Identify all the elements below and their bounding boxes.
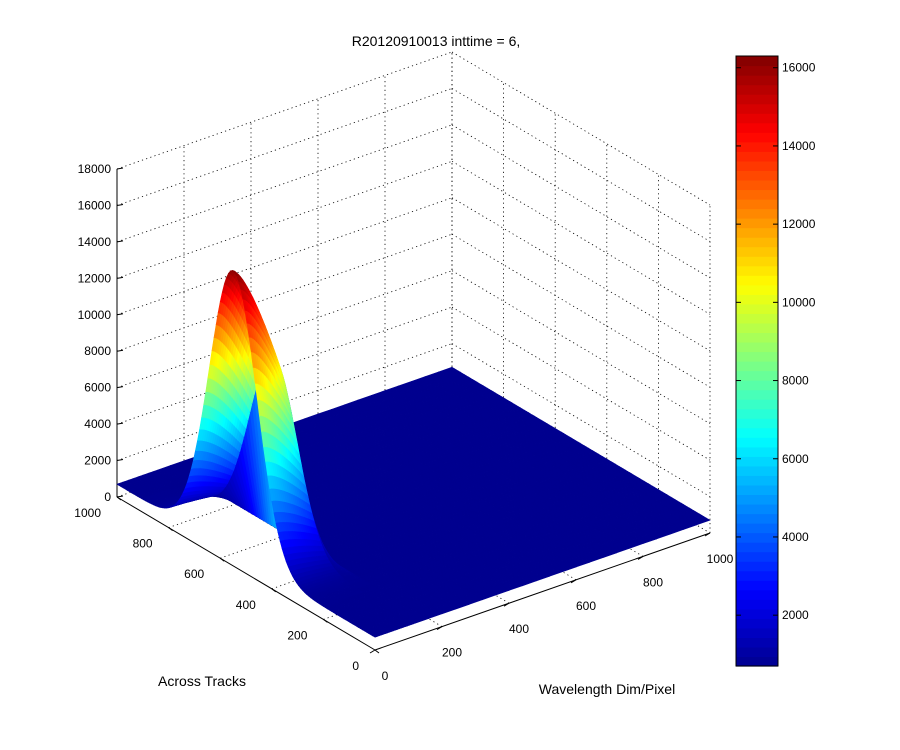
x-axis-line [374, 532, 711, 651]
grid-line [116, 343, 453, 461]
grid-line [451, 343, 711, 497]
grid-line [116, 306, 453, 425]
grid-line [116, 88, 453, 206]
grid-line [116, 124, 453, 243]
grid-line [451, 197, 711, 352]
chart-title: R20120910013 inttime = 6, [352, 33, 521, 49]
grid-line [451, 270, 711, 425]
grid-line [116, 160, 453, 279]
grid-line [116, 197, 453, 316]
grid-line [451, 160, 711, 315]
grid-line [451, 88, 711, 242]
grid-line [451, 124, 711, 279]
grid-line [451, 51, 711, 206]
grid-line [116, 270, 453, 389]
grid-line [116, 233, 453, 352]
grid-line [116, 51, 453, 170]
grid-line [451, 233, 711, 388]
y-axis-line [116, 496, 376, 651]
grid-line [451, 306, 711, 461]
surface-plot [116, 270, 711, 638]
